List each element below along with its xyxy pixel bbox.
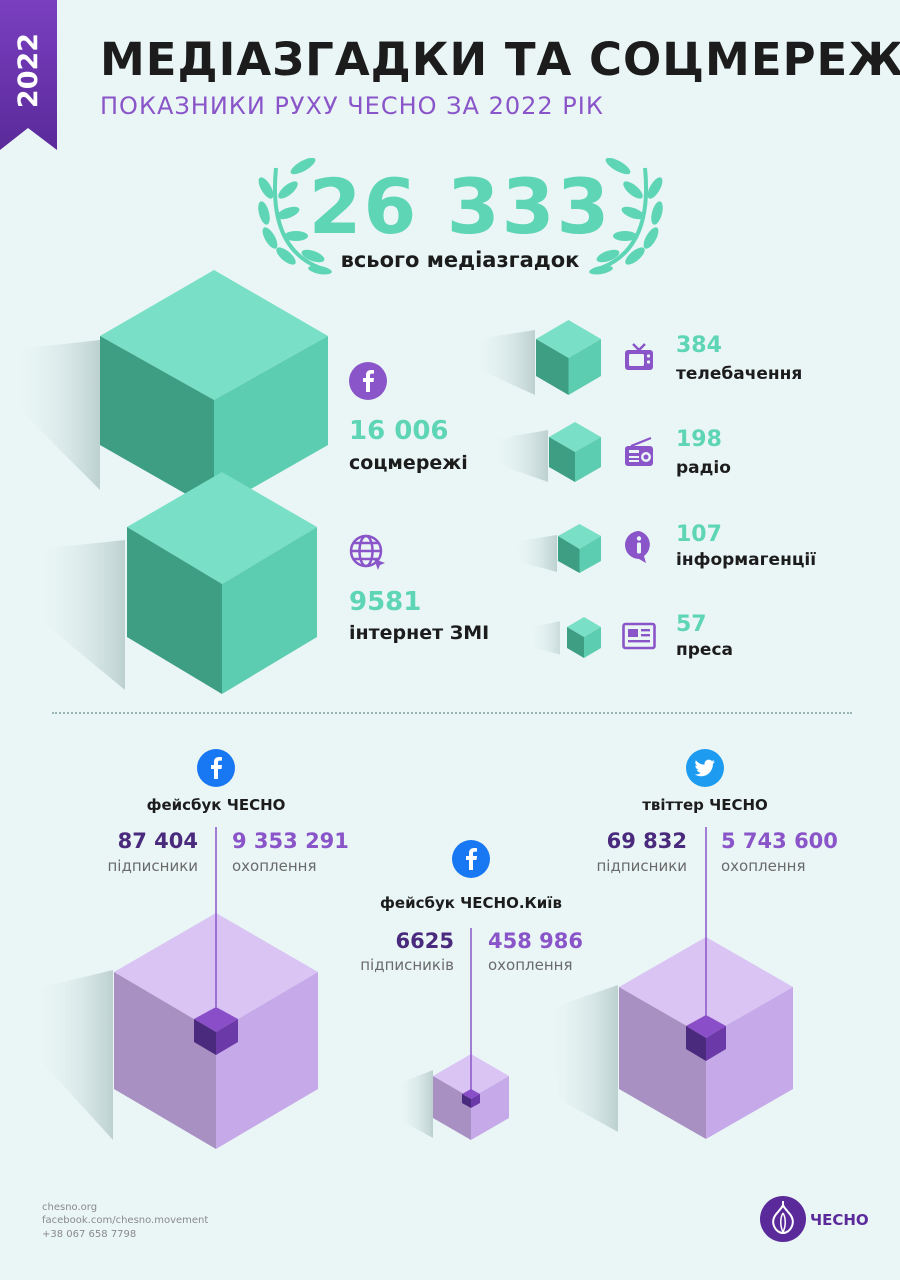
- twitter-title: твіттер ЧЕСНО: [642, 796, 768, 814]
- twitter-reach-label: охоплення: [721, 857, 806, 875]
- total-mentions-value: 26 333: [308, 162, 612, 251]
- chesno-logo-icon: [760, 1196, 806, 1242]
- twitter-icon: [686, 749, 724, 787]
- fb-kyiv-reach-label: охоплення: [488, 956, 573, 974]
- footer-facebook: facebook.com/chesno.movement: [42, 1215, 209, 1226]
- page-subtitle: ПОКАЗНИКИ РУХУ ЧЕСНО ЗА 2022 РІК: [100, 92, 604, 120]
- fb-kyiv-icon: [452, 840, 490, 878]
- fb-chesno-followers-label: підписники: [107, 857, 198, 875]
- section-divider: [52, 712, 852, 714]
- cube-agencies: [558, 524, 601, 573]
- fb-chesno-followers: 87 404: [117, 829, 198, 853]
- tv-icon: [625, 343, 653, 370]
- tv-value: 384: [676, 333, 722, 358]
- press-value: 57: [676, 612, 707, 637]
- cube-press: [567, 617, 601, 658]
- internet-label: інтернет ЗМІ: [349, 622, 490, 644]
- footer-site: chesno.org: [42, 1202, 98, 1213]
- twitter-followers-label: підписники: [596, 857, 687, 875]
- press-label: преса: [676, 640, 733, 660]
- fb-kyiv-title: фейсбук ЧЕСНО.Київ: [380, 894, 562, 912]
- social-label: соцмережі: [349, 452, 468, 474]
- purple-cube-shadows: [30, 970, 618, 1140]
- radio-label: радіо: [676, 458, 731, 478]
- year-ribbon: [0, 0, 57, 150]
- fb-chesno-title: фейсбук ЧЕСНО: [146, 796, 286, 814]
- newspaper-icon: [622, 622, 656, 650]
- cube-social: [100, 270, 328, 510]
- cube-internet: [127, 472, 317, 694]
- laurel-right-icon: [589, 158, 663, 275]
- agencies-label: інформагенції: [676, 550, 817, 570]
- agencies-value: 107: [676, 522, 722, 547]
- fb-chesno-icon: [197, 749, 235, 787]
- internet-value: 9581: [349, 587, 422, 617]
- footer-phone: +38 067 658 7798: [42, 1229, 137, 1240]
- globe-icon: [349, 534, 385, 570]
- info-icon: [625, 531, 650, 563]
- fb-chesno-reach: 9 353 291: [232, 829, 349, 853]
- fb-kyiv-reach: 458 986: [488, 929, 583, 953]
- fb-kyiv-followers-label: підписників: [360, 956, 454, 974]
- total-mentions-label: всього медіазгадок: [340, 248, 580, 272]
- social-value: 16 006: [349, 416, 449, 446]
- twitter-cube: [619, 827, 793, 1139]
- cube-shadows: [10, 330, 560, 690]
- cube-tv: [536, 320, 601, 395]
- facebook-icon: [349, 362, 387, 400]
- twitter-followers: 69 832: [606, 829, 687, 853]
- cube-radio: [549, 422, 601, 482]
- tv-label: телебачення: [676, 364, 803, 384]
- fb-chesno-cube: [114, 827, 318, 1149]
- fb-kyiv-followers: 6625: [395, 929, 454, 953]
- chesno-logo-text: ЧЕСНО: [810, 1211, 869, 1229]
- laurel-left-icon: [258, 158, 332, 275]
- radio-value: 198: [676, 427, 722, 452]
- fb-kyiv-cube: [433, 928, 509, 1140]
- page-title: МЕДІАЗГАДКИ ТА СОЦМЕРЕЖІ: [100, 33, 900, 86]
- twitter-reach: 5 743 600: [721, 829, 838, 853]
- fb-chesno-reach-label: охоплення: [232, 857, 317, 875]
- radio-icon: [625, 436, 653, 466]
- year-label: 2022: [13, 32, 44, 108]
